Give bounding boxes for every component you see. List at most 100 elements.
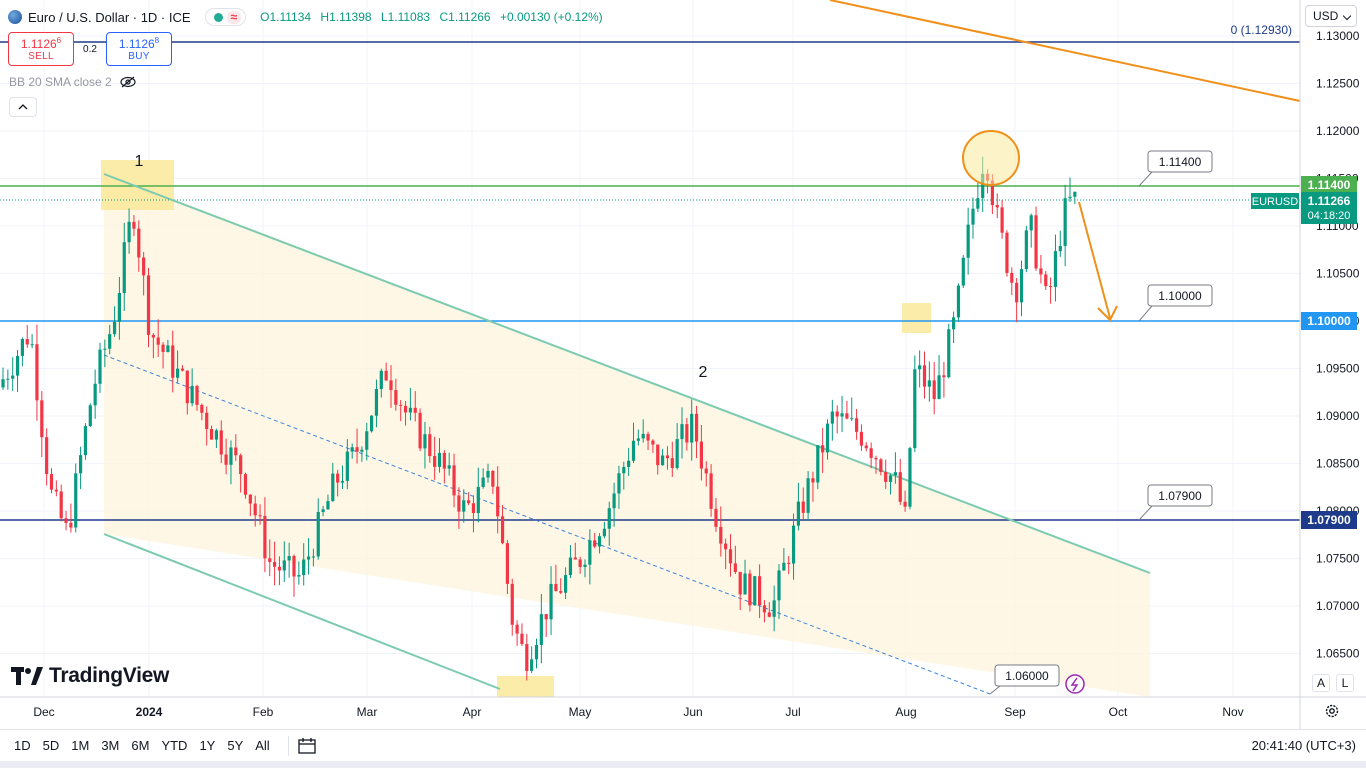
candle-body bbox=[1024, 230, 1028, 270]
price-axis[interactable] bbox=[1300, 0, 1366, 697]
candle-body bbox=[530, 659, 534, 671]
candle-body bbox=[893, 472, 897, 476]
candle-body bbox=[753, 576, 757, 606]
calendar-range-icon[interactable] bbox=[297, 737, 317, 755]
sell-price: 1.1126 bbox=[20, 37, 57, 51]
candle-body bbox=[976, 198, 980, 209]
candle-body bbox=[20, 339, 24, 356]
volatility-icon: ≈ bbox=[226, 10, 242, 24]
candle-body bbox=[437, 452, 442, 467]
timeframe-1y[interactable]: 1Y bbox=[199, 737, 216, 753]
candle-body bbox=[631, 440, 636, 461]
price-chart[interactable]: 1 2 0 (1.12930) 1.11400 1.10000 1.07900 … bbox=[0, 0, 1366, 729]
candle-body bbox=[1058, 245, 1062, 252]
candle-body bbox=[476, 486, 480, 514]
lightning-icon[interactable] bbox=[1065, 674, 1085, 694]
timeframe-1m[interactable]: 1M bbox=[71, 737, 90, 753]
candle-body bbox=[496, 486, 500, 517]
candle-body bbox=[1049, 286, 1053, 288]
timeframe-5d[interactable]: 5D bbox=[42, 737, 60, 753]
symbol-title[interactable]: Euro / U.S. Dollar · 1D · ICE bbox=[28, 9, 191, 25]
candle-body bbox=[93, 383, 97, 406]
candle-body bbox=[462, 500, 466, 512]
sell-label: SELL bbox=[28, 51, 54, 62]
candle-body bbox=[656, 444, 660, 466]
candle-body bbox=[316, 512, 320, 557]
candle-body bbox=[59, 491, 63, 519]
sell-price-sup: 6 bbox=[56, 36, 62, 45]
log-scale-button[interactable]: L bbox=[1336, 674, 1354, 692]
timeframe-5y[interactable]: 5Y bbox=[227, 737, 244, 753]
candle-body bbox=[884, 472, 888, 482]
tradingview-logo[interactable]: TradingView bbox=[11, 664, 169, 688]
candle-body bbox=[593, 540, 597, 547]
time-axis[interactable]: Dec 2024 Feb Mar Apr May Jun Jul Aug Sep Oct Nov bbox=[33, 705, 1243, 719]
candle-body bbox=[995, 205, 999, 208]
collapse-legend-button[interactable] bbox=[9, 97, 37, 117]
clock-timezone[interactable]: 20:41:40 (UTC+3) bbox=[1251, 738, 1356, 753]
candle-body bbox=[205, 412, 209, 430]
channel-fill bbox=[104, 172, 1150, 697]
candle-body bbox=[195, 386, 199, 405]
settings-gear-icon[interactable] bbox=[1323, 702, 1341, 720]
candle-body bbox=[772, 600, 776, 617]
candle-body bbox=[486, 470, 490, 478]
candle-body bbox=[1073, 191, 1077, 197]
candle-body bbox=[418, 412, 422, 449]
candle-body bbox=[777, 570, 781, 601]
callout-10000: 1.10000 bbox=[1138, 284, 1213, 322]
candle-body bbox=[340, 480, 345, 483]
time-tick-label: 2024 bbox=[136, 705, 163, 719]
timeframe-1d[interactable]: 1D bbox=[14, 737, 31, 753]
candle-body bbox=[112, 321, 117, 335]
sell-button[interactable]: 1.11266 SELL bbox=[8, 32, 74, 66]
candle-body bbox=[796, 501, 800, 526]
candle-body bbox=[597, 536, 602, 547]
timeframe-all[interactable]: All bbox=[255, 737, 270, 753]
candle-body bbox=[971, 208, 975, 225]
candle-body bbox=[835, 411, 839, 417]
candle-body bbox=[845, 413, 849, 419]
candle-body bbox=[156, 337, 160, 345]
buy-label: BUY bbox=[128, 51, 150, 62]
indicator-legend[interactable]: BB 20 SMA close 2 bbox=[9, 75, 136, 89]
candle-body bbox=[888, 475, 893, 482]
candle-body bbox=[578, 559, 582, 567]
candle-body bbox=[840, 413, 844, 417]
candle-body bbox=[428, 434, 432, 457]
candle-body bbox=[515, 624, 519, 634]
candle-body bbox=[1, 379, 5, 388]
eye-hidden-icon[interactable] bbox=[120, 76, 136, 88]
market-status[interactable]: ≈ bbox=[204, 8, 247, 26]
candle-body bbox=[389, 380, 393, 391]
candle-body bbox=[185, 370, 189, 404]
auto-scale-button[interactable]: A bbox=[1312, 674, 1330, 692]
candle-body bbox=[918, 365, 922, 370]
time-tick-label: Jun bbox=[683, 705, 702, 719]
candle-body bbox=[922, 365, 927, 387]
candle-body bbox=[399, 404, 403, 406]
candle-body bbox=[738, 572, 742, 595]
candle-body bbox=[748, 573, 752, 606]
candle-body bbox=[297, 575, 301, 577]
candle-body bbox=[879, 459, 883, 473]
timeframe-6m[interactable]: 6M bbox=[131, 737, 150, 753]
highlight-box-aug bbox=[902, 303, 931, 333]
candle-body bbox=[1034, 215, 1038, 269]
bottom-strip bbox=[0, 761, 1366, 768]
channel-lower-line bbox=[103, 533, 501, 690]
ohlc-low: L1.11083 bbox=[380, 10, 431, 24]
timeframe-3m[interactable]: 3M bbox=[101, 737, 120, 753]
candle-body bbox=[758, 576, 762, 606]
currency-select[interactable]: USD bbox=[1305, 5, 1357, 27]
timeframe-ytd[interactable]: YTD bbox=[161, 737, 188, 753]
buy-button[interactable]: 1.11268 BUY bbox=[106, 32, 172, 66]
candle-body bbox=[612, 493, 616, 509]
time-tick-label: Apr bbox=[463, 705, 482, 719]
candle-body bbox=[903, 501, 907, 507]
candle-body bbox=[588, 540, 592, 565]
candle-body bbox=[728, 549, 733, 564]
candle-body bbox=[500, 516, 505, 544]
candle-body bbox=[704, 468, 708, 474]
candle-body bbox=[306, 556, 311, 560]
